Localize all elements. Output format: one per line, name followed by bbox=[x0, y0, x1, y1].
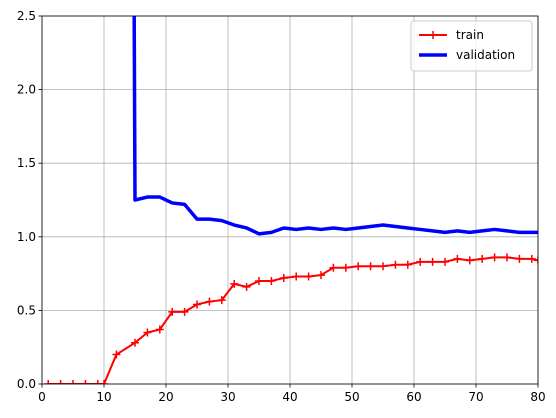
point-marker bbox=[354, 262, 363, 271]
point-marker bbox=[155, 325, 164, 334]
point-marker bbox=[317, 271, 325, 280]
x-tick-label: 10 bbox=[96, 390, 111, 404]
point-marker bbox=[168, 307, 177, 316]
y-tick-label: 2.0 bbox=[17, 83, 36, 97]
point-marker bbox=[81, 380, 90, 384]
point-marker bbox=[403, 260, 412, 269]
point-marker bbox=[112, 350, 121, 359]
point-marker bbox=[329, 263, 338, 272]
plot-frame bbox=[41, 15, 539, 385]
point-marker bbox=[453, 254, 462, 263]
legend-label: validation bbox=[456, 48, 515, 62]
point-marker bbox=[490, 253, 499, 262]
series-line bbox=[132, 16, 538, 236]
legend-marker bbox=[429, 31, 437, 39]
point-marker bbox=[205, 297, 214, 306]
point-marker bbox=[131, 338, 139, 347]
x-tick-label: 30 bbox=[220, 390, 235, 404]
y-tick-label: 0.5 bbox=[17, 303, 36, 317]
plot-area bbox=[44, 16, 538, 384]
point-marker bbox=[180, 307, 189, 316]
x-tick-label: 50 bbox=[344, 390, 359, 404]
legend-label: train bbox=[456, 28, 484, 42]
point-marker bbox=[69, 380, 77, 384]
point-marker bbox=[44, 380, 53, 384]
point-marker bbox=[56, 380, 65, 384]
point-marker bbox=[366, 262, 375, 271]
point-marker bbox=[428, 257, 437, 266]
point-marker bbox=[230, 279, 239, 288]
y-tick-label: 0.0 bbox=[17, 377, 36, 391]
point-marker bbox=[478, 254, 487, 263]
point-marker bbox=[217, 296, 226, 305]
point-marker bbox=[267, 276, 276, 285]
y-tick-label: 1.0 bbox=[17, 230, 36, 244]
point-marker bbox=[465, 256, 474, 265]
point-marker bbox=[515, 254, 524, 263]
point-marker bbox=[93, 380, 102, 384]
x-tick-label: 20 bbox=[158, 390, 173, 404]
point-marker bbox=[391, 260, 400, 269]
point-marker bbox=[100, 380, 108, 384]
point-marker bbox=[143, 328, 152, 337]
point-marker bbox=[379, 262, 387, 271]
point-marker bbox=[534, 256, 538, 265]
x-tick-label: 70 bbox=[468, 390, 483, 404]
x-tick-label: 60 bbox=[406, 390, 421, 404]
point-marker bbox=[255, 276, 263, 285]
point-marker bbox=[193, 300, 201, 309]
y-tick-label: 1.5 bbox=[17, 156, 36, 170]
point-marker bbox=[341, 263, 350, 272]
point-marker bbox=[242, 282, 251, 291]
point-marker bbox=[304, 272, 313, 281]
x-tick-label: 40 bbox=[282, 390, 297, 404]
x-tick-label: 80 bbox=[530, 390, 545, 404]
point-marker bbox=[527, 254, 536, 263]
legend: train validation bbox=[410, 20, 533, 72]
point-marker bbox=[279, 274, 288, 283]
legend-box bbox=[410, 20, 533, 72]
x-tick-label: 0 bbox=[38, 390, 46, 404]
point-marker bbox=[416, 257, 425, 266]
point-marker bbox=[292, 272, 301, 281]
point-marker bbox=[441, 257, 449, 266]
point-marker bbox=[503, 253, 511, 262]
y-tick-label: 2.5 bbox=[17, 9, 36, 23]
